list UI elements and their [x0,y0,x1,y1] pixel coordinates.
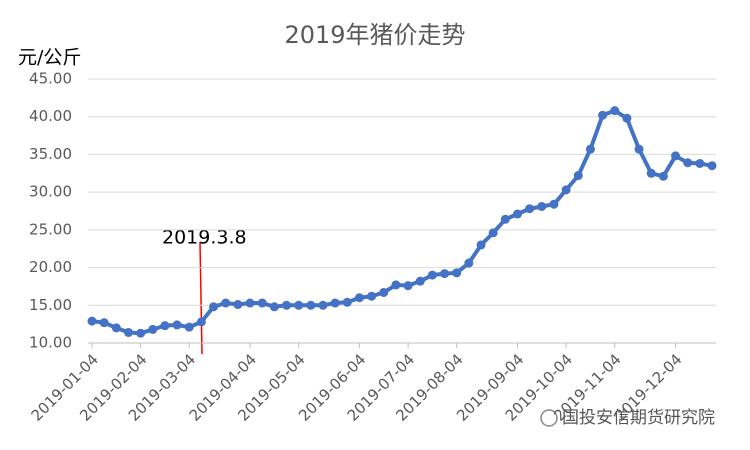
data-point [136,328,146,338]
data-point [610,106,620,116]
data-point [476,240,486,250]
y-tick-label: 40.00 [29,107,72,125]
data-point [452,268,462,278]
data-point [184,322,194,332]
data-point [318,300,328,310]
data-point [683,158,693,168]
data-point [707,161,717,171]
data-point [464,258,474,268]
annotation-line [199,241,203,355]
data-point [634,144,644,154]
data-point [148,324,158,334]
data-point [111,323,121,333]
y-tick-label: 30.00 [29,183,72,201]
data-point [330,298,340,308]
data-point [196,317,206,327]
data-point [160,321,170,331]
y-tick-label: 45.00 [29,70,72,88]
data-point [695,158,705,168]
data-point [209,302,219,312]
data-point [257,298,267,308]
data-point [306,300,316,310]
y-tick-label: 20.00 [29,258,72,276]
data-point [282,300,292,310]
data-point [573,171,583,181]
data-point [525,204,535,214]
data-point [294,300,304,310]
data-point [342,297,352,307]
annotation: 2019.3.8 [162,227,247,249]
data-point [245,298,255,308]
data-point [415,276,425,286]
data-point [221,298,231,308]
data-point [440,269,450,279]
data-point [391,280,401,290]
watermark: 国投安信期货研究院 [562,408,715,428]
series-line [91,108,713,336]
y-tick-label: 35.00 [29,145,72,163]
data-point [99,318,109,328]
data-point [427,270,437,280]
y-axis-label: 元/公斤 [18,47,81,69]
y-tick-label: 15.00 [29,296,72,314]
data-point [561,185,571,195]
data-point [123,327,133,337]
data-point [367,291,377,301]
chart-title: 2019年猪价走势 [284,21,465,49]
data-point [598,110,608,120]
data-point [233,300,243,310]
data-point [537,201,547,211]
y-tick-label: 25.00 [29,220,72,238]
data-point [658,171,668,181]
data-point [622,113,632,123]
y-tick-label: 10.00 [29,334,72,352]
watermark-icon [540,409,558,427]
data-point [87,316,97,326]
data-point [500,214,510,224]
data-point [354,293,364,303]
data-point [671,151,681,161]
data-point [585,144,595,154]
data-point [512,209,522,219]
data-point [403,281,413,291]
data-point [269,302,279,312]
data-point [172,320,182,330]
data-point [549,199,559,209]
data-point [488,228,498,238]
data-point [379,287,389,297]
data-point [646,168,656,178]
